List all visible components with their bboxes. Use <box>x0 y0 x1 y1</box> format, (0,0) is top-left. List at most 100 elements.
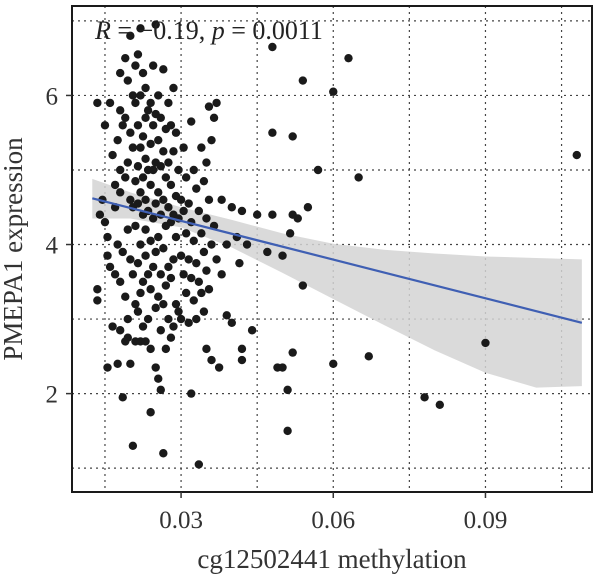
data-point <box>481 338 490 348</box>
data-point <box>146 285 155 294</box>
data-point <box>103 251 112 260</box>
data-point <box>207 135 216 145</box>
y-tick-label: 4 <box>46 233 59 260</box>
data-point <box>141 225 150 234</box>
data-point <box>184 199 193 208</box>
data-point <box>166 121 176 130</box>
data-point <box>207 240 216 249</box>
data-point <box>151 20 160 29</box>
p-value: = 0.0011 <box>225 16 323 45</box>
data-point <box>146 180 155 190</box>
data-point <box>115 326 125 335</box>
data-point <box>184 318 193 327</box>
data-point <box>95 210 105 219</box>
data-point <box>148 61 158 70</box>
data-point <box>169 83 178 93</box>
data-point <box>105 262 115 272</box>
x-axis-label: cg12502441 methylation <box>197 544 467 574</box>
data-point <box>118 393 127 402</box>
data-point <box>187 273 196 283</box>
data-point <box>126 195 135 205</box>
r-symbol: R <box>94 16 111 45</box>
data-point <box>151 247 160 257</box>
data-point <box>199 307 209 316</box>
data-point <box>202 158 211 167</box>
data-point <box>285 229 295 238</box>
data-point <box>121 53 130 63</box>
correlation-annotation: R = −0.19, p = 0.0011 <box>94 16 323 45</box>
data-point <box>288 132 297 141</box>
data-point <box>128 143 138 152</box>
data-point <box>278 251 287 260</box>
data-point <box>298 76 308 85</box>
data-point <box>242 240 252 249</box>
data-point <box>131 299 140 309</box>
data-point <box>420 393 429 402</box>
data-point <box>197 288 206 298</box>
data-point <box>159 244 168 253</box>
data-point <box>192 314 201 324</box>
data-point <box>268 210 277 219</box>
data-point <box>136 24 145 33</box>
data-point <box>126 359 135 368</box>
y-axis-label: PMEPA1 expression <box>0 137 28 361</box>
data-point <box>268 42 277 52</box>
data-point <box>133 199 143 208</box>
data-point <box>100 121 110 130</box>
data-point <box>113 359 122 368</box>
data-point <box>164 98 173 108</box>
data-point <box>179 270 188 279</box>
data-point <box>141 195 150 205</box>
data-point <box>154 374 163 383</box>
data-point <box>141 251 150 260</box>
data-point <box>283 385 292 395</box>
data-point <box>227 203 237 212</box>
data-point <box>181 173 191 182</box>
data-point <box>354 173 363 182</box>
data-point <box>179 143 188 152</box>
data-point <box>146 98 155 108</box>
data-point <box>123 225 133 234</box>
data-point <box>212 98 221 108</box>
data-point <box>166 273 176 283</box>
data-point <box>199 247 209 257</box>
data-point <box>141 154 150 164</box>
data-point <box>115 165 125 175</box>
data-point <box>344 53 353 63</box>
data-point <box>126 128 135 137</box>
data-point <box>148 262 158 272</box>
data-point <box>364 352 373 361</box>
data-point <box>192 184 201 193</box>
data-point <box>169 255 178 264</box>
data-point <box>133 121 143 130</box>
data-point <box>133 50 143 59</box>
r-value: = −0.19, <box>111 16 212 45</box>
data-point <box>179 206 188 216</box>
data-point <box>133 162 143 171</box>
data-point <box>237 206 247 216</box>
data-point <box>156 113 165 123</box>
data-point <box>237 355 247 365</box>
data-point <box>189 165 198 175</box>
data-point <box>93 296 102 305</box>
data-point <box>192 258 201 268</box>
data-point <box>214 363 224 372</box>
data-point <box>128 441 138 450</box>
data-point <box>154 91 163 100</box>
data-point <box>199 176 209 186</box>
data-point <box>169 147 178 156</box>
confidence-band <box>92 178 582 388</box>
data-point <box>329 359 338 368</box>
data-point <box>181 229 191 238</box>
data-point <box>138 132 148 141</box>
data-point <box>146 139 155 149</box>
data-point <box>123 333 133 342</box>
data-point <box>146 408 155 417</box>
data-point <box>187 117 196 126</box>
data-point <box>133 307 143 316</box>
data-point <box>154 135 163 145</box>
data-point <box>108 322 117 331</box>
data-point <box>151 303 160 313</box>
axis-ticks: 0.03 0.06 0.09 2 4 6 <box>46 83 508 534</box>
data-point <box>123 158 133 167</box>
